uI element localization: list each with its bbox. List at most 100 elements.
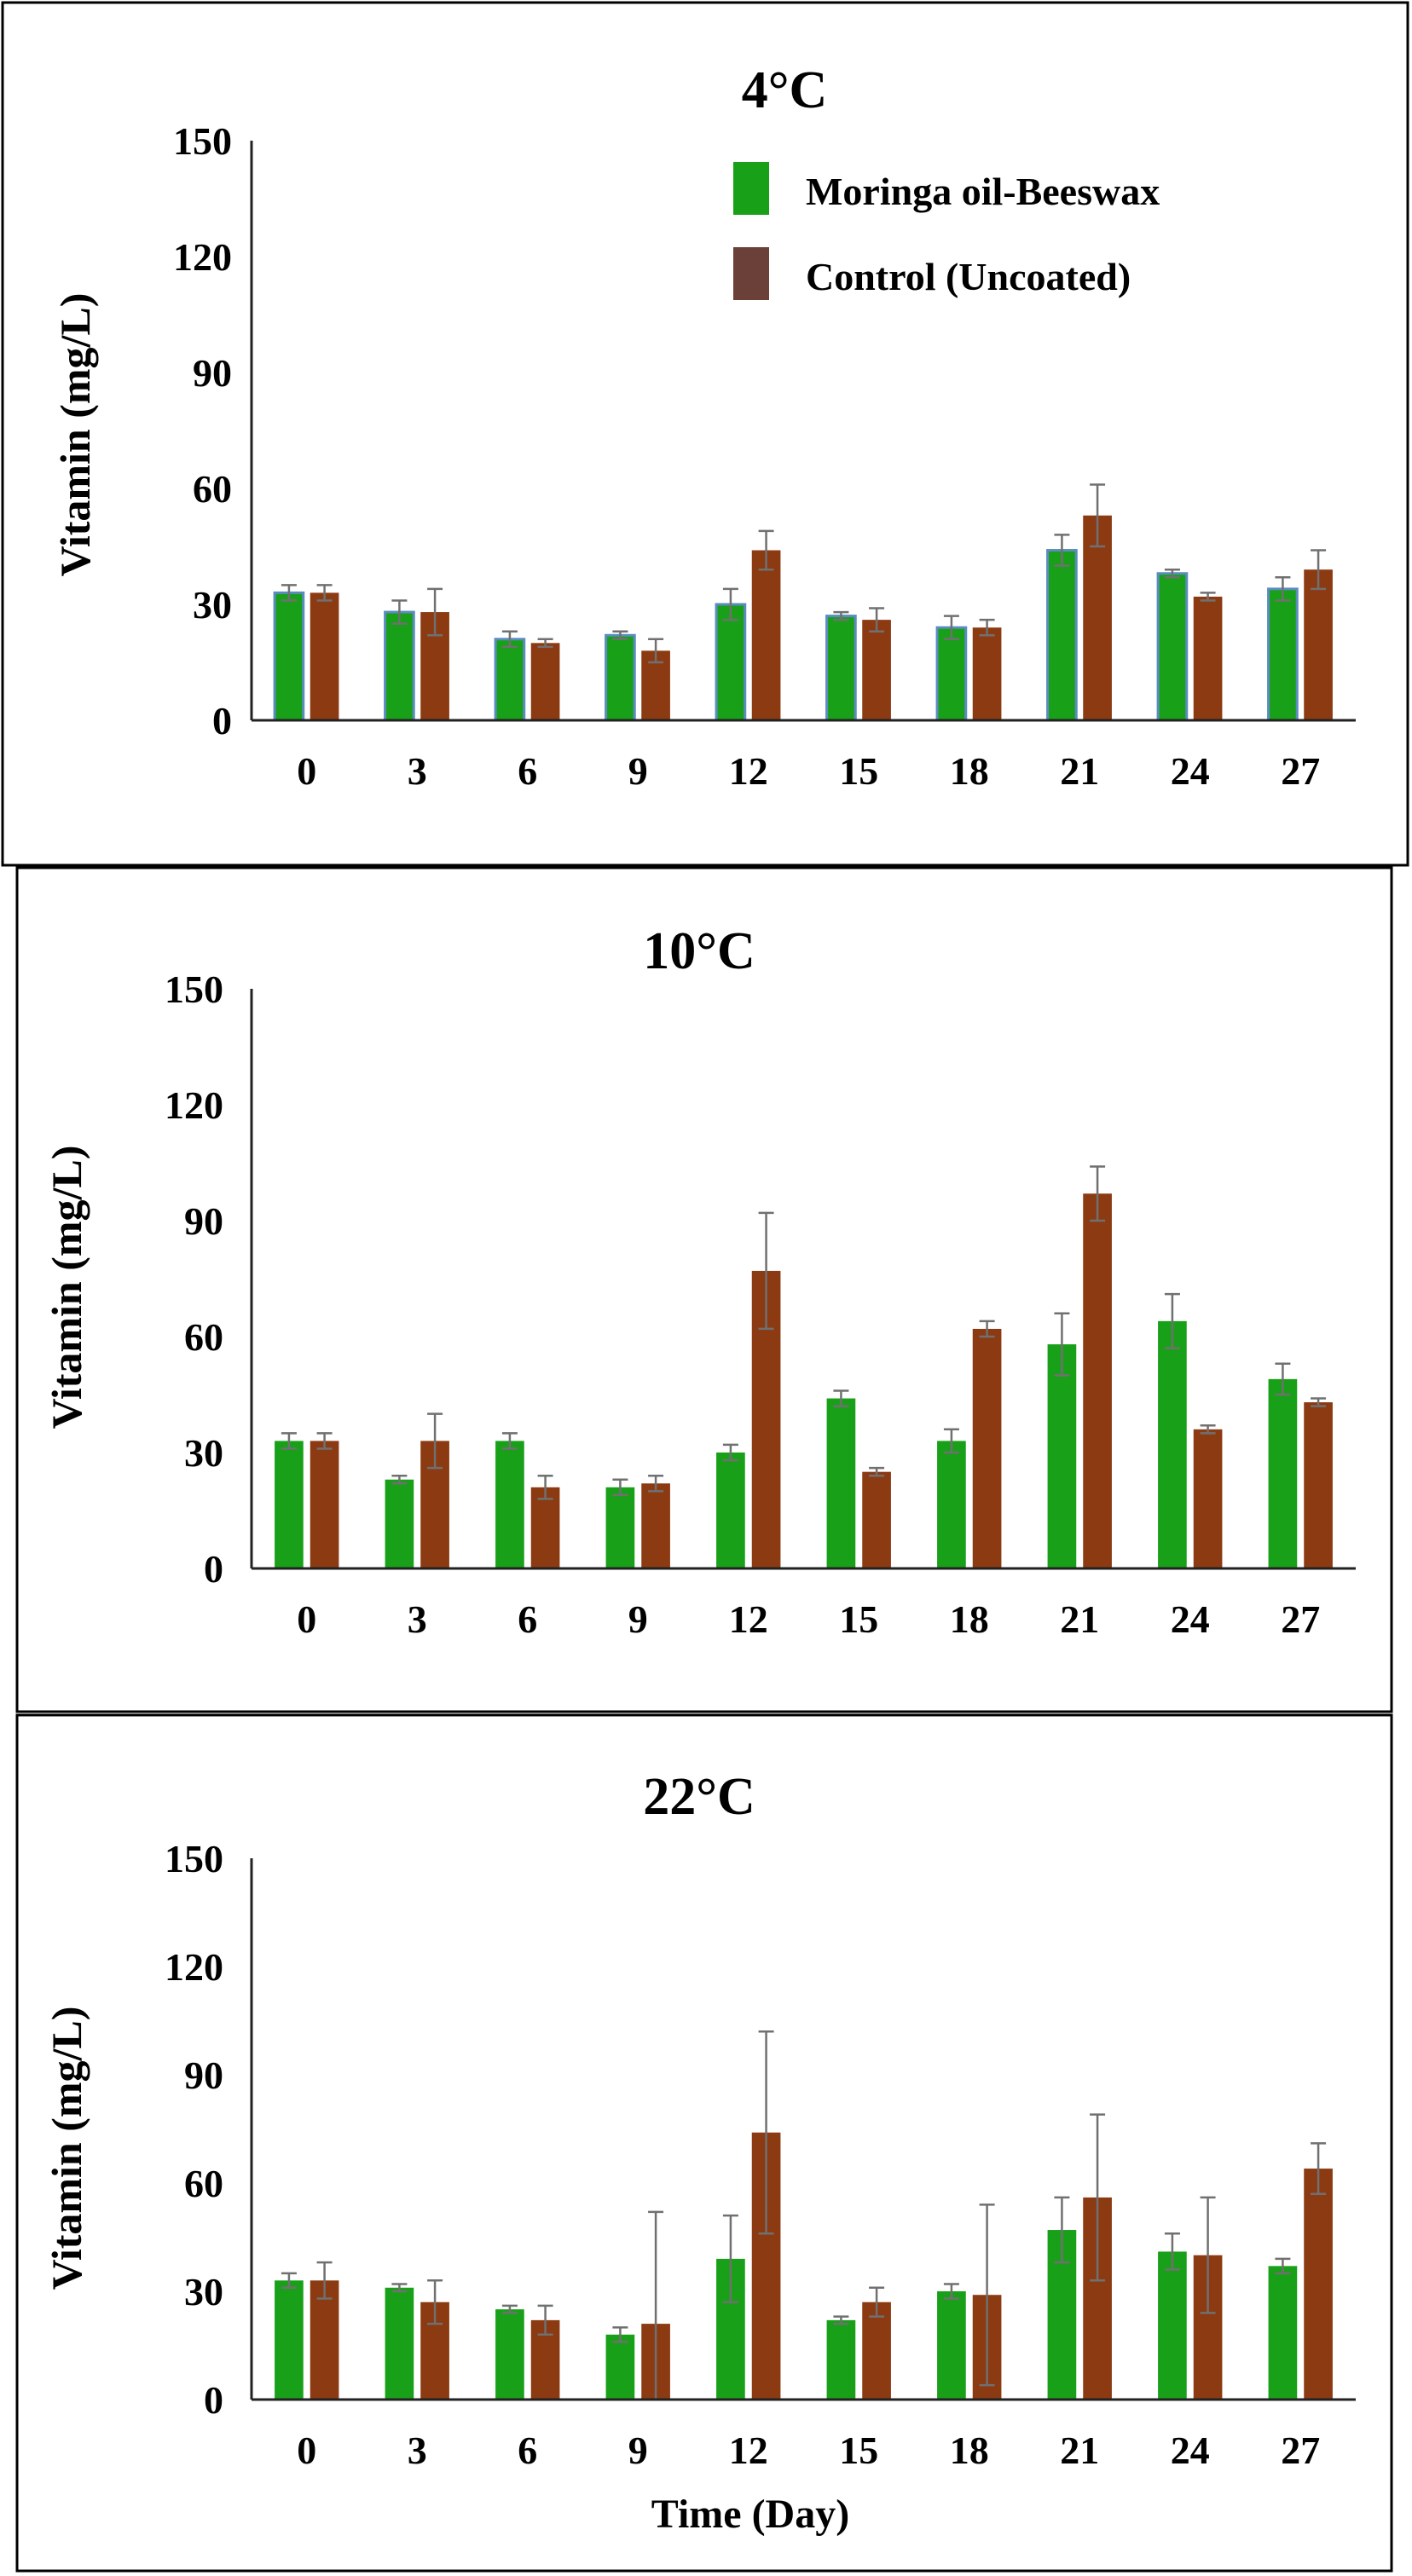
error-bar-moringa [1164,568,1180,579]
error-bar-moringa [1275,576,1291,602]
error-bar-moringa [1054,534,1070,567]
bar-moringa [716,1453,745,1568]
error-bar-moringa [1164,2232,1180,2271]
bar-control [1083,515,1112,720]
y-tick-label: 90 [184,1199,223,1243]
bar-control [972,627,1002,720]
y-tick-label: 120 [173,235,232,279]
y-tick-label: 90 [184,2053,223,2097]
x-axis-label: Time (Day) [651,2492,849,2537]
error-bar-control [1311,2142,1327,2195]
bar-control [862,1471,891,1568]
error-bar-moringa [943,1428,959,1454]
error-bar-moringa [501,1432,518,1450]
error-bar-control [537,2304,553,2336]
chart-panel-10c: 10°C Vitamin (mg/L) 0 30 60 90 120 150 0 3 6 9 12… [43,922,1356,1641]
error-bar-control [869,2286,885,2318]
y-tick-label: 120 [165,1083,223,1127]
bar-moringa [1047,1344,1077,1568]
bar-moringa [605,2334,635,2400]
bar-moringa [1046,549,1078,722]
error-bar-control [869,607,885,632]
bar-control [310,1441,339,1568]
x-tick-label: 3 [408,2429,427,2472]
bar-moringa [494,638,526,722]
error-bar-control [1090,483,1106,548]
y-tick-label: 60 [193,467,232,511]
bar-moringa [1156,572,1189,722]
bar-moringa [937,1441,966,1568]
bar-control [862,2302,891,2400]
error-bar-moringa [612,1478,628,1497]
bar-moringa [273,591,305,722]
error-bar-control [427,1412,443,1470]
bar-control [530,1487,560,1568]
bar-moringa [1267,587,1299,722]
error-bar-control [1200,592,1216,602]
error-bar-moringa [1164,1292,1180,1349]
y-tick-label: 30 [184,1431,223,1475]
error-bar-control [316,584,333,602]
legend: Moringa oil-Beeswax Control (Uncoated) [733,162,1160,300]
error-bar-control [316,1432,333,1450]
error-bar-moringa [833,2315,849,2325]
error-bar-moringa [391,1474,408,1485]
error-bar-control [979,1320,995,1338]
x-tick-label: 21 [1060,2429,1099,2472]
bar-control [641,1483,670,1568]
y-tick-label: 0 [204,1547,223,1591]
y-tick-label: 60 [184,2162,223,2205]
bar-moringa [605,1487,635,1568]
error-bar-moringa [722,587,738,621]
x-tick-label: 3 [408,749,427,793]
error-bar-control [979,618,995,637]
x-tick-label: 6 [518,1597,537,1641]
panel-frame-22c [15,1713,1393,2573]
error-bar-moringa [612,2326,628,2343]
error-bar-control [1200,2196,1216,2314]
bars [273,483,1333,722]
bar-control [862,620,891,720]
x-tick-label: 27 [1281,749,1320,793]
bar-moringa [1158,1320,1187,1568]
bar-control [1304,1402,1333,1568]
bar-moringa [275,2280,304,2400]
x-tick-label: 9 [628,749,648,793]
error-bar-moringa [1054,1312,1070,1377]
bar-moringa [1268,1378,1298,1568]
y-axis-label: Vitamin (mg/L) [51,293,99,577]
x-tick-label: 6 [518,2429,537,2472]
y-tick-label: 0 [212,699,232,742]
bar-control [530,643,560,720]
x-tick-label: 27 [1281,1597,1320,1641]
x-tick-label: 0 [297,2429,316,2472]
error-bar-moringa [281,2272,297,2290]
x-tick-label: 15 [839,2429,878,2472]
bar-moringa [275,1441,304,1568]
x-tick-label: 12 [729,749,768,793]
x-tick-label: 18 [950,1597,989,1641]
x-tick-label: 21 [1060,1597,1099,1641]
y-tick-label: 30 [193,583,232,627]
error-bar-control [648,1474,664,1493]
x-tick-labels: 0 3 6 9 12 15 18 21 24 27 [297,2429,1320,2472]
y-tick-label: 60 [184,1315,223,1359]
x-tick-label: 18 [950,749,989,793]
error-bar-moringa [391,599,408,625]
error-bar-moringa [1275,2257,1291,2275]
bar-control [1304,569,1333,720]
x-tick-label: 21 [1060,749,1099,793]
error-bar-moringa [833,1389,849,1407]
error-bar-control [427,587,443,637]
error-bar-control [648,638,664,664]
error-bar-moringa [391,2283,408,2293]
y-tick-labels: 0 30 60 90 120 150 [165,1837,223,2422]
x-tick-labels: 0 3 6 9 12 15 18 21 24 27 [297,749,1320,793]
chart-title: 4°C [742,61,828,119]
x-tick-label: 6 [518,749,537,793]
error-bar-control [537,1474,553,1500]
x-tick-label: 9 [628,2429,648,2472]
bar-moringa [1268,2266,1298,2400]
y-tick-labels: 0 30 60 90 120 150 [165,967,223,1591]
